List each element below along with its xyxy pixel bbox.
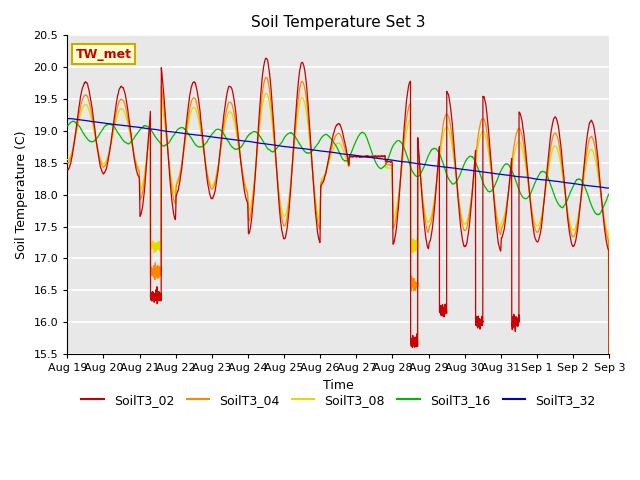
Text: TW_met: TW_met: [76, 48, 131, 60]
Title: Soil Temperature Set 3: Soil Temperature Set 3: [251, 15, 426, 30]
X-axis label: Time: Time: [323, 379, 354, 392]
Legend: SoilT3_02, SoilT3_04, SoilT3_08, SoilT3_16, SoilT3_32: SoilT3_02, SoilT3_04, SoilT3_08, SoilT3_…: [76, 389, 600, 412]
Y-axis label: Soil Temperature (C): Soil Temperature (C): [15, 131, 28, 259]
